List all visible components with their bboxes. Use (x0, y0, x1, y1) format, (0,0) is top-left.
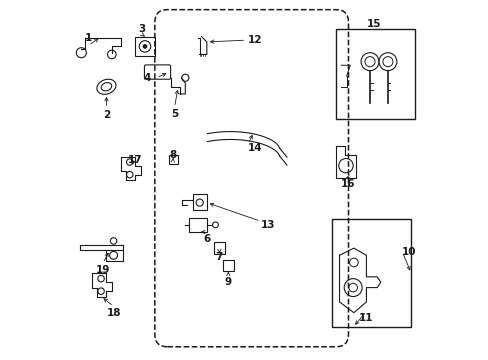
Text: 16: 16 (341, 179, 355, 189)
Text: 13: 13 (260, 220, 274, 230)
Text: 9: 9 (224, 277, 231, 287)
Text: 12: 12 (247, 35, 262, 45)
Bar (335, 30, 414, 119)
Bar (332, 220, 410, 327)
Bar (169, 155, 178, 164)
Text: 6: 6 (203, 234, 210, 244)
Text: 3: 3 (139, 24, 145, 35)
Text: 10: 10 (402, 247, 416, 257)
Text: 7: 7 (215, 252, 223, 262)
Text: 1: 1 (85, 33, 92, 43)
Text: 11: 11 (359, 313, 373, 323)
Bar (135, 37, 155, 56)
Text: 2: 2 (102, 111, 110, 121)
Text: 15: 15 (366, 19, 380, 29)
Text: 5: 5 (171, 109, 178, 119)
Text: 19: 19 (96, 265, 110, 275)
Text: 17: 17 (127, 155, 142, 165)
Bar (192, 194, 206, 211)
Text: 4: 4 (143, 73, 151, 83)
Text: 14: 14 (247, 143, 262, 153)
Bar (214, 242, 225, 253)
Bar (188, 218, 206, 232)
Circle shape (143, 45, 146, 48)
Bar (223, 260, 233, 271)
Text: 8: 8 (169, 150, 176, 160)
Text: 18: 18 (106, 308, 121, 318)
